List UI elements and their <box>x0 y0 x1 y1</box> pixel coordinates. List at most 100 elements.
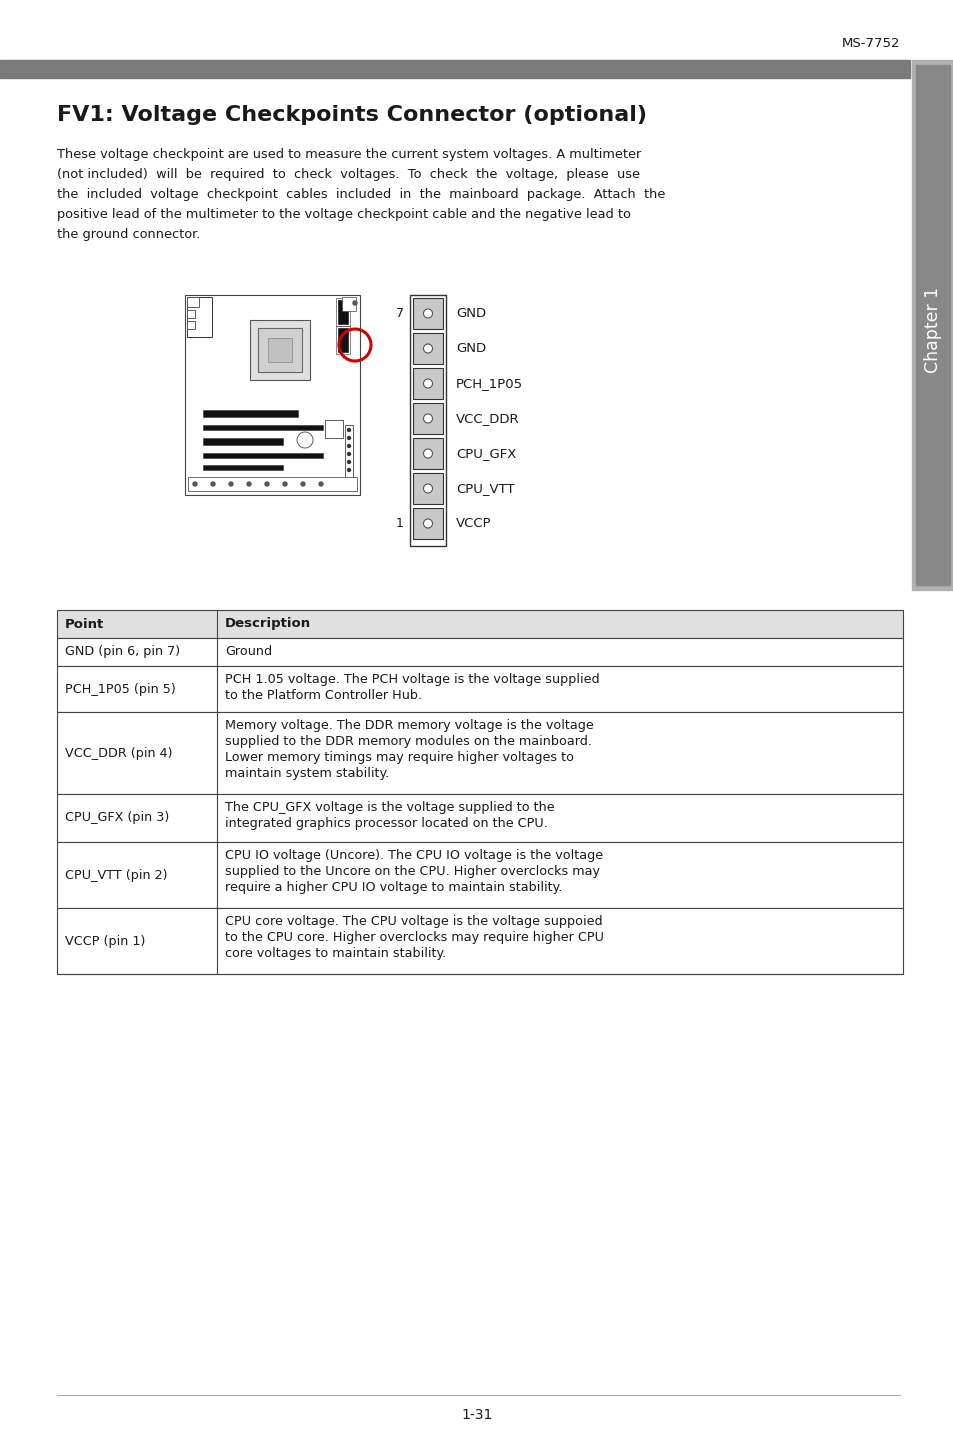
Text: PCH 1.05 voltage. The PCH voltage is the voltage supplied: PCH 1.05 voltage. The PCH voltage is the… <box>225 673 599 686</box>
Circle shape <box>265 483 269 485</box>
Bar <box>268 338 292 362</box>
Text: maintain system stability.: maintain system stability. <box>225 768 389 780</box>
Bar <box>0 60 909 77</box>
Circle shape <box>347 461 350 464</box>
Circle shape <box>296 432 313 448</box>
Circle shape <box>423 450 432 458</box>
Bar <box>187 296 212 337</box>
Bar <box>203 425 323 430</box>
Text: integrated graphics processor located on the CPU.: integrated graphics processor located on… <box>225 818 547 831</box>
Bar <box>187 321 194 329</box>
Bar <box>187 296 199 306</box>
Text: GND (pin 6, pin 7): GND (pin 6, pin 7) <box>65 646 180 659</box>
Bar <box>203 438 283 445</box>
Bar <box>413 438 442 470</box>
Text: require a higher CPU IO voltage to maintain stability.: require a higher CPU IO voltage to maint… <box>225 881 561 894</box>
Bar <box>187 309 194 318</box>
Circle shape <box>247 483 251 485</box>
Bar <box>911 60 953 590</box>
Text: Ground: Ground <box>225 644 272 657</box>
Text: positive lead of the multimeter to the voltage checkpoint cable and the negative: positive lead of the multimeter to the v… <box>57 208 630 221</box>
Bar <box>203 410 297 417</box>
Bar <box>413 402 442 434</box>
Text: 7: 7 <box>395 306 403 319</box>
Bar <box>337 328 348 352</box>
Bar <box>185 295 359 495</box>
Bar <box>413 508 442 538</box>
Text: VCC_DDR: VCC_DDR <box>456 412 519 425</box>
Bar <box>188 477 356 491</box>
Bar <box>203 465 283 470</box>
Text: PCH_1P05: PCH_1P05 <box>456 377 522 390</box>
Text: 1: 1 <box>395 517 403 530</box>
Circle shape <box>423 379 432 388</box>
Text: 1-31: 1-31 <box>461 1408 492 1422</box>
Bar <box>57 842 902 908</box>
Text: FV1: Voltage Checkpoints Connector (optional): FV1: Voltage Checkpoints Connector (opti… <box>57 105 646 125</box>
Text: Memory voltage. The DDR memory voltage is the voltage: Memory voltage. The DDR memory voltage i… <box>225 719 593 732</box>
Text: CPU IO voltage (Uncore). The CPU IO voltage is the voltage: CPU IO voltage (Uncore). The CPU IO volt… <box>225 849 602 862</box>
Bar <box>57 639 902 666</box>
Circle shape <box>318 483 323 485</box>
Text: the  included  voltage  checkpoint  cables  included  in  the  mainboard  packag: the included voltage checkpoint cables i… <box>57 188 664 200</box>
Bar <box>203 453 323 458</box>
Text: Lower memory timings may require higher voltages to: Lower memory timings may require higher … <box>225 750 574 765</box>
Text: to the CPU core. Higher overclocks may require higher CPU: to the CPU core. Higher overclocks may r… <box>225 931 603 944</box>
Circle shape <box>347 453 350 455</box>
Text: These voltage checkpoint are used to measure the current system voltages. A mult: These voltage checkpoint are used to mea… <box>57 147 640 160</box>
Bar <box>341 296 355 311</box>
Text: supplied to the DDR memory modules on the mainboard.: supplied to the DDR memory modules on th… <box>225 735 592 748</box>
Text: the ground connector.: the ground connector. <box>57 228 200 241</box>
Bar <box>410 295 446 546</box>
Text: GND: GND <box>456 306 486 319</box>
Text: VCC_DDR (pin 4): VCC_DDR (pin 4) <box>65 746 172 759</box>
Text: GND: GND <box>456 342 486 355</box>
Circle shape <box>347 428 350 431</box>
Bar <box>413 334 442 364</box>
Bar <box>325 420 343 438</box>
Circle shape <box>353 301 356 305</box>
Text: CPU_VTT: CPU_VTT <box>456 483 514 495</box>
Text: to the Platform Controller Hub.: to the Platform Controller Hub. <box>225 689 421 702</box>
Bar <box>57 610 902 639</box>
Text: Point: Point <box>65 617 104 630</box>
Bar <box>345 425 353 480</box>
Text: CPU core voltage. The CPU voltage is the voltage suppoied: CPU core voltage. The CPU voltage is the… <box>225 915 602 928</box>
Bar <box>57 666 902 712</box>
Text: CPU_GFX: CPU_GFX <box>456 447 516 460</box>
Circle shape <box>301 483 305 485</box>
Text: core voltages to maintain stability.: core voltages to maintain stability. <box>225 947 446 959</box>
Text: VCCP: VCCP <box>456 517 491 530</box>
Text: MS-7752: MS-7752 <box>841 37 899 50</box>
Text: Description: Description <box>225 617 311 630</box>
Text: (not included)  will  be  required  to  check  voltages.  To  check  the  voltag: (not included) will be required to check… <box>57 168 639 180</box>
Bar <box>413 298 442 329</box>
Text: Chapter 1: Chapter 1 <box>923 286 941 374</box>
Bar <box>335 326 350 354</box>
Circle shape <box>229 483 233 485</box>
Bar <box>335 298 350 326</box>
Circle shape <box>193 483 196 485</box>
Circle shape <box>347 437 350 440</box>
Circle shape <box>347 468 350 471</box>
Text: CPU_VTT (pin 2): CPU_VTT (pin 2) <box>65 868 168 882</box>
Bar <box>57 908 902 974</box>
Bar <box>413 368 442 400</box>
Circle shape <box>423 414 432 422</box>
Text: supplied to the Uncore on the CPU. Higher overclocks may: supplied to the Uncore on the CPU. Highe… <box>225 865 599 878</box>
Circle shape <box>423 484 432 493</box>
Circle shape <box>423 344 432 354</box>
Bar <box>250 319 310 379</box>
Text: CPU_GFX (pin 3): CPU_GFX (pin 3) <box>65 812 169 825</box>
Bar <box>257 328 302 372</box>
Circle shape <box>347 444 350 447</box>
Circle shape <box>211 483 214 485</box>
Bar <box>413 473 442 504</box>
Bar <box>337 299 348 324</box>
Text: The CPU_GFX voltage is the voltage supplied to the: The CPU_GFX voltage is the voltage suppl… <box>225 800 554 813</box>
Text: VCCP (pin 1): VCCP (pin 1) <box>65 935 145 948</box>
Circle shape <box>283 483 287 485</box>
Text: PCH_1P05 (pin 5): PCH_1P05 (pin 5) <box>65 683 175 696</box>
Bar <box>57 712 902 793</box>
Circle shape <box>423 309 432 318</box>
